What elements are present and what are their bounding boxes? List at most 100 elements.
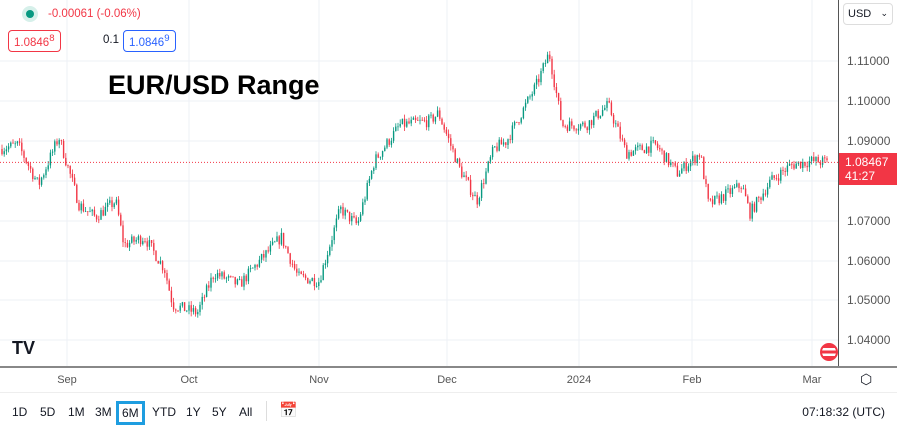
- candle-body: [727, 188, 729, 190]
- candle-body: [672, 162, 674, 164]
- candle-body: [810, 156, 813, 161]
- candle-body: [175, 309, 177, 311]
- time-axis[interactable]: Sep Oct Nov Dec 2024 Feb Mar ⬡: [0, 366, 897, 392]
- candle-body: [21, 142, 23, 152]
- candle-body: [148, 240, 151, 247]
- candle-body: [696, 155, 698, 164]
- candle-body: [45, 169, 47, 176]
- candle-body: [777, 178, 780, 181]
- candle-body: [263, 254, 265, 258]
- range-1y[interactable]: 1Y: [186, 405, 201, 419]
- candle-body: [456, 158, 459, 163]
- currency-select[interactable]: USD ⌄: [843, 3, 893, 25]
- range-5d[interactable]: 5D: [40, 405, 56, 419]
- candle-body: [139, 236, 142, 245]
- candle-body: [678, 173, 681, 177]
- candle-body: [219, 273, 221, 277]
- candle-body: [450, 138, 452, 146]
- settings-icon[interactable]: ⬡: [860, 371, 873, 387]
- candle-body: [51, 151, 54, 153]
- candle-body: [725, 189, 727, 201]
- candle-body: [282, 232, 285, 247]
- range-5y[interactable]: 5Y: [212, 405, 227, 419]
- candle-body: [808, 160, 811, 168]
- candle-body: [386, 139, 388, 148]
- us-flag-icon[interactable]: [820, 343, 838, 361]
- candle-body: [199, 304, 201, 313]
- buy-button[interactable]: 1.08469: [123, 30, 176, 52]
- candle-body: [685, 162, 687, 171]
- candle-body: [62, 140, 65, 158]
- candle-body: [436, 110, 439, 117]
- candle-body: [230, 276, 232, 277]
- candle-body: [344, 209, 346, 216]
- candle-body: [311, 278, 313, 282]
- range-6m[interactable]: 6M: [116, 401, 145, 425]
- candle-body: [71, 173, 74, 178]
- candle-body: [243, 275, 245, 287]
- bid-price: 1.0846: [14, 36, 50, 49]
- candle-body: [760, 197, 762, 200]
- candle-body: [183, 302, 186, 312]
- candle-body: [265, 250, 267, 258]
- candle-body: [621, 138, 624, 140]
- candle-body: [87, 211, 89, 213]
- range-1d[interactable]: 1D: [12, 405, 28, 419]
- candle-body: [16, 141, 19, 144]
- range-all[interactable]: All: [239, 405, 253, 419]
- tradingview-logo[interactable]: TV: [12, 338, 36, 358]
- candle-body: [203, 296, 206, 298]
- price-axis[interactable]: USD ⌄ 1.11000 1.10000 1.09000 1.07000 1.0…: [838, 0, 897, 366]
- time-label: Dec: [437, 374, 457, 386]
- candle-body: [709, 198, 712, 200]
- range-ytd[interactable]: YTD: [152, 405, 176, 419]
- candle-body: [225, 277, 228, 279]
- candle-body: [408, 121, 410, 124]
- candle-body: [155, 250, 157, 262]
- candle-body: [368, 178, 371, 183]
- price-label: 1.09000: [847, 134, 891, 148]
- candle-body: [821, 157, 824, 165]
- bar-countdown: 41:27: [845, 169, 876, 183]
- candle-body: [667, 153, 670, 166]
- candle-body: [575, 129, 577, 131]
- candle-body: [766, 187, 769, 195]
- candle-body: [656, 143, 659, 148]
- candle-body: [366, 182, 368, 200]
- candle-body: [707, 183, 709, 199]
- time-label: 2024: [566, 374, 592, 386]
- time-label: Oct: [180, 374, 198, 386]
- candle-body: [654, 140, 657, 144]
- price-chart[interactable]: [0, 0, 838, 366]
- candle-body: [608, 101, 610, 103]
- clock[interactable]: 07:18:32 (UTC): [802, 405, 885, 419]
- candle-body: [111, 200, 113, 208]
- candle-body: [170, 290, 173, 303]
- candle-body: [601, 109, 604, 116]
- candle-body: [399, 124, 401, 127]
- candle-body: [25, 157, 27, 163]
- candle-body: [485, 171, 487, 184]
- candle-body: [593, 115, 595, 126]
- candle-body: [258, 259, 261, 267]
- candle-body: [205, 285, 208, 298]
- candle-body: [131, 236, 133, 243]
- range-1m[interactable]: 1M: [68, 405, 85, 419]
- candle-body: [322, 265, 324, 281]
- candle-body: [619, 126, 621, 139]
- candle-body: [716, 195, 718, 197]
- candle-body: [337, 209, 340, 219]
- current-price: 1.08467: [845, 155, 889, 169]
- candle-body: [43, 175, 45, 178]
- candle-body: [18, 141, 21, 143]
- range-3m[interactable]: 3M: [95, 405, 112, 419]
- candle-body: [590, 120, 593, 126]
- candle-body: [172, 302, 175, 310]
- candle-body: [738, 183, 740, 189]
- candle-body: [815, 157, 817, 161]
- candle-body: [553, 74, 555, 88]
- divider: [266, 401, 267, 421]
- candle-body: [14, 143, 16, 145]
- sell-button[interactable]: 1.08468: [8, 30, 61, 52]
- go-to-date-icon[interactable]: 📅: [279, 402, 298, 419]
